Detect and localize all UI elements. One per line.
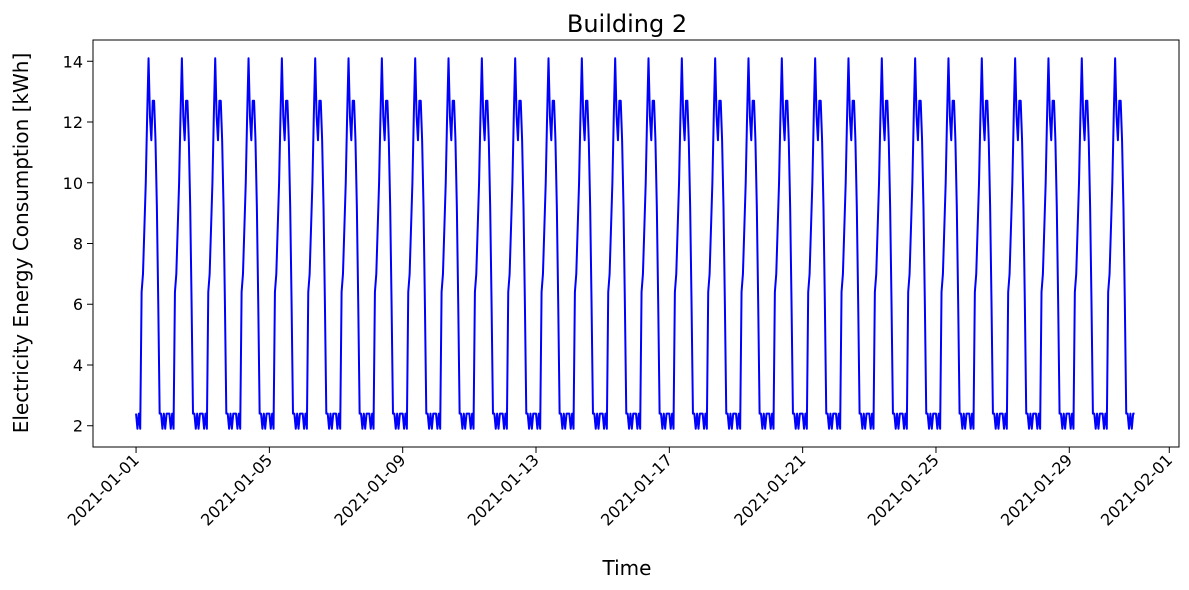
x-tick-label: 2021-01-17 xyxy=(597,450,676,529)
chart-title: Building 2 xyxy=(567,10,687,38)
y-tick-label: 6 xyxy=(73,295,83,314)
y-tick-label: 8 xyxy=(73,235,83,254)
y-tick-label: 4 xyxy=(73,356,83,375)
x-tick-label: 2021-01-21 xyxy=(730,450,809,529)
x-tick-label: 2021-01-01 xyxy=(64,450,143,529)
x-axis-title: Time xyxy=(602,556,652,580)
y-axis: 2 4 6 8 10 12 14 xyxy=(63,52,93,436)
y-axis-title: Electricity Energy Consumption [kWh] xyxy=(9,53,33,434)
x-tick-label: 2021-01-25 xyxy=(864,450,943,529)
x-tick-label: 2021-01-09 xyxy=(330,450,409,529)
x-tick-label: 2021-01-05 xyxy=(197,450,276,529)
x-tick-label: 2021-01-13 xyxy=(464,450,543,529)
y-tick-label: 10 xyxy=(63,174,83,193)
x-tick-label: 2021-02-01 xyxy=(1097,450,1176,529)
series-line-0 xyxy=(135,57,1135,430)
y-tick-label: 12 xyxy=(63,113,83,132)
x-axis: 2021-01-01 2021-01-05 2021-01-09 2021-01-13… xyxy=(64,447,1176,530)
y-tick-label: 2 xyxy=(73,417,83,436)
y-tick-label: 14 xyxy=(63,52,83,71)
series-layer xyxy=(135,57,1135,430)
x-tick-label: 2021-01-29 xyxy=(997,450,1076,529)
